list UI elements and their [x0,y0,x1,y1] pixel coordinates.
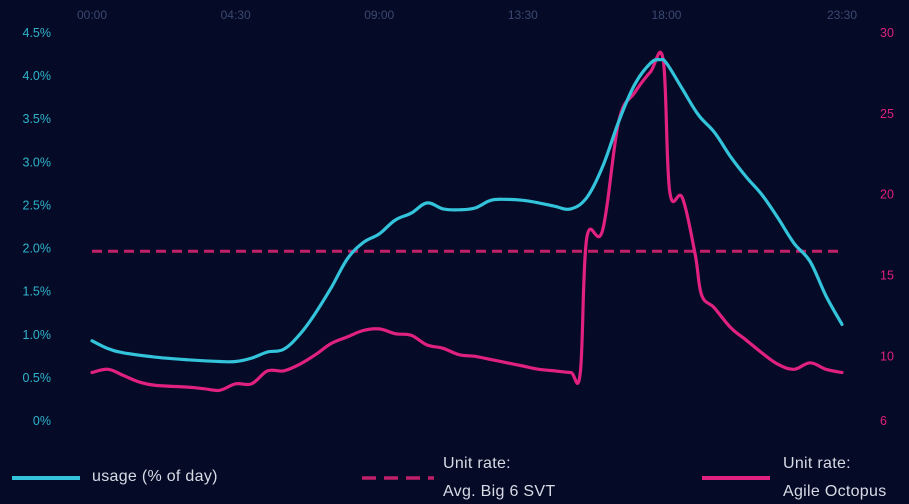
legend-agile-label-line1: Unit rate: [783,455,851,472]
right-y-axis-ticks: 30 25 20 15 10 6 [880,26,894,428]
x-tick-label: 18:00 [651,8,681,22]
legend-svt-label-line2: Avg. Big 6 SVT [443,483,556,500]
right-y-tick-label: 30 [880,26,894,40]
left-y-tick-label: 4.0% [23,69,52,83]
left-y-tick-label: 1.5% [23,285,52,299]
left-y-tick-label: 3.5% [23,112,52,126]
left-y-tick-label: 2.5% [23,198,52,212]
left-y-tick-label: 0% [33,414,51,428]
x-tick-label: 23:30 [827,8,857,22]
right-y-tick-label: 15 [880,269,894,283]
x-tick-label: 00:00 [77,8,107,22]
left-y-tick-label: 3.0% [23,155,52,169]
legend-usage-label: usage (% of day) [92,468,218,485]
right-y-tick-label: 10 [880,349,894,363]
left-y-tick-label: 2.0% [23,242,52,256]
right-y-tick-label: 25 [880,107,894,121]
legend-agile-label-line2: Agile Octopus [783,483,887,500]
legend-agile-swatch [702,476,770,480]
series-line-agile-octopus [90,50,844,393]
series-line-usage-of-day [90,57,844,364]
left-y-tick-label: 1.0% [23,328,52,342]
x-tick-label: 04:30 [221,8,251,22]
legend-usage-swatch [12,476,80,480]
left-y-axis-ticks: 4.5% 4.0% 3.5% 3.0% 2.5% 2.0% 1.5% 1.0% 0.5% 0% [23,26,52,428]
legend-svt-label-line1: Unit rate: [443,455,511,472]
x-tick-label: 09:00 [364,8,394,22]
x-axis-ticks: 00:00 04:30 09:00 13:30 18:00 23:30 [77,8,857,22]
x-tick-label: 13:30 [508,8,538,22]
series-lines [90,50,844,393]
left-y-tick-label: 4.5% [23,26,52,40]
legend-svt-swatch [362,476,434,480]
right-y-tick-label: 6 [880,414,887,428]
right-y-tick-label: 20 [880,188,894,202]
left-y-tick-label: 0.5% [23,371,52,385]
